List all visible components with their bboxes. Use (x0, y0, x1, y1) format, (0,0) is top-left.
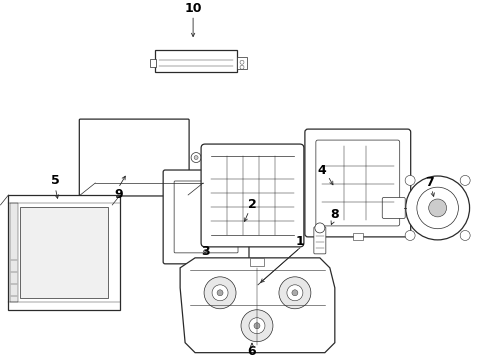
FancyBboxPatch shape (353, 233, 363, 240)
Circle shape (287, 285, 303, 301)
Circle shape (194, 156, 198, 159)
Text: 7: 7 (425, 176, 434, 189)
Circle shape (405, 175, 415, 185)
Text: 6: 6 (247, 345, 256, 358)
FancyBboxPatch shape (250, 258, 264, 266)
Circle shape (460, 175, 470, 185)
Text: 9: 9 (114, 189, 122, 202)
FancyBboxPatch shape (316, 140, 400, 226)
Text: 3: 3 (201, 246, 209, 258)
Circle shape (279, 277, 311, 309)
Circle shape (191, 153, 201, 162)
FancyBboxPatch shape (163, 170, 249, 264)
Circle shape (240, 60, 244, 64)
Text: 10: 10 (184, 2, 202, 15)
Circle shape (212, 285, 228, 301)
FancyBboxPatch shape (201, 144, 304, 247)
FancyBboxPatch shape (155, 50, 237, 72)
FancyBboxPatch shape (79, 119, 189, 196)
FancyBboxPatch shape (314, 227, 326, 254)
FancyBboxPatch shape (150, 59, 156, 67)
Text: 5: 5 (51, 174, 60, 186)
Text: 1: 1 (295, 235, 304, 248)
Circle shape (460, 230, 470, 240)
Circle shape (405, 230, 415, 240)
Text: 2: 2 (247, 198, 256, 211)
FancyBboxPatch shape (10, 203, 19, 302)
Circle shape (249, 318, 265, 334)
FancyBboxPatch shape (382, 198, 405, 219)
Circle shape (217, 290, 223, 296)
Polygon shape (180, 258, 335, 353)
FancyBboxPatch shape (237, 57, 247, 69)
Circle shape (406, 176, 469, 240)
Circle shape (204, 277, 236, 309)
Circle shape (237, 213, 245, 221)
Text: 4: 4 (318, 163, 326, 176)
FancyBboxPatch shape (305, 129, 411, 237)
FancyBboxPatch shape (21, 207, 108, 298)
FancyBboxPatch shape (174, 181, 238, 253)
Circle shape (417, 187, 459, 229)
Circle shape (315, 223, 325, 233)
Circle shape (292, 290, 298, 296)
FancyBboxPatch shape (8, 195, 120, 310)
Circle shape (429, 199, 446, 217)
Circle shape (241, 310, 273, 342)
Circle shape (240, 65, 244, 69)
Text: 8: 8 (331, 208, 339, 221)
Circle shape (254, 323, 260, 329)
